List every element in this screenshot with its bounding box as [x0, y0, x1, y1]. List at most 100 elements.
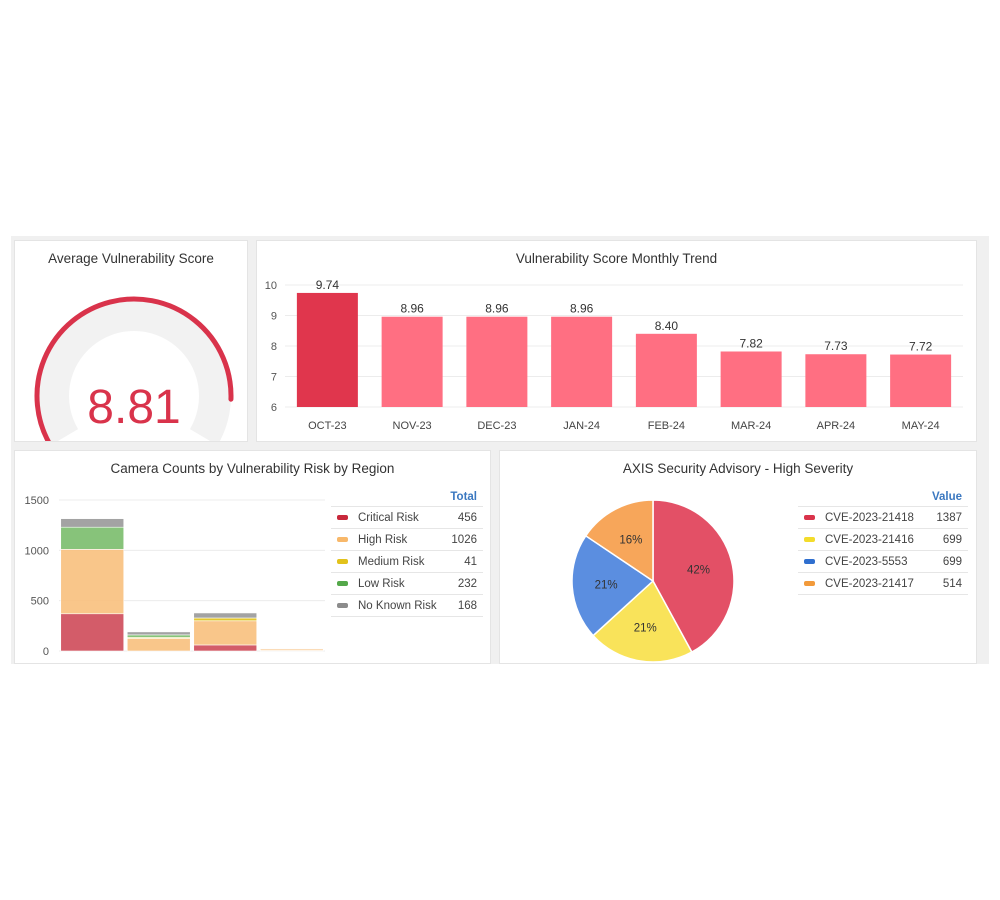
legend-swatch: [337, 603, 348, 608]
trend-data-label: 7.82: [739, 336, 763, 350]
region-legend-row[interactable]: Low Risk 232: [331, 573, 483, 595]
pie-slice[interactable]: [571, 534, 655, 637]
trend-data-label: 7.72: [909, 340, 933, 354]
region-bar-segment[interactable]: [60, 526, 125, 550]
trend-data-label: 8.96: [570, 302, 594, 316]
region-y-tick: 1000: [25, 545, 49, 557]
trend-bar[interactable]: [296, 292, 358, 407]
region-bar-segment[interactable]: [60, 518, 125, 528]
trend-bar[interactable]: [890, 354, 952, 407]
trend-data-label: 8.40: [655, 319, 679, 333]
region-y-tick: 1500: [25, 495, 49, 507]
legend-label: CVE-2023-5553: [825, 555, 908, 568]
gauge-value-arc: [34, 296, 234, 441]
legend-label: No Known Risk: [358, 599, 437, 612]
advisory-panel[interactable]: AXIS Security Advisory - High Severity 4…: [499, 450, 977, 664]
pie-slice[interactable]: [584, 499, 654, 583]
trend-data-label: 7.73: [824, 339, 848, 353]
legend-value: 699: [942, 533, 962, 546]
legend-swatch: [804, 581, 815, 586]
trend-x-tick: DEC-23: [477, 420, 516, 432]
legend-label: Medium Risk: [358, 555, 425, 568]
pie-pct-label: 21%: [634, 622, 657, 634]
region-legend-header: Total: [331, 487, 483, 507]
region-bar-segment[interactable]: [126, 638, 191, 652]
legend-swatch: [337, 537, 348, 542]
legend-value: 699: [942, 555, 962, 568]
trend-panel[interactable]: Vulnerability Score Monthly Trend 6 7 8 9 10…: [256, 240, 977, 442]
advisory-legend: Value CVE-2023-21418 1387 CVE-2023-21416 69…: [798, 487, 968, 595]
trend-data-label: 8.96: [400, 302, 424, 316]
trend-x-tick: NOV-23: [393, 420, 432, 432]
trend-y-tick: 7: [271, 372, 277, 384]
advisory-legend-row[interactable]: CVE-2023-21418 1387: [798, 507, 968, 529]
trend-data-label: 8.96: [485, 302, 509, 316]
legend-value: 514: [942, 577, 962, 590]
trend-x-tick: APR-24: [817, 420, 856, 432]
legend-label: Low Risk: [358, 577, 405, 590]
region-legend-row[interactable]: No Known Risk 168: [331, 595, 483, 617]
region-legend-row[interactable]: Medium Risk 41: [331, 551, 483, 573]
legend-swatch: [804, 559, 815, 564]
region-bar-segment[interactable]: [126, 631, 191, 636]
region-bar-segment[interactable]: [126, 634, 191, 638]
region-bar-segment[interactable]: [193, 617, 258, 622]
legend-swatch: [337, 515, 348, 520]
region-bar-segment[interactable]: [193, 612, 258, 619]
pie-slice[interactable]: [592, 579, 693, 663]
advisory-legend-row[interactable]: CVE-2023-21417 514: [798, 573, 968, 595]
region-bar-segment[interactable]: [60, 613, 125, 652]
trend-bar[interactable]: [551, 316, 613, 407]
legend-value: 1026: [451, 533, 477, 546]
region-bar-segment[interactable]: [193, 620, 258, 646]
legend-swatch: [804, 515, 815, 520]
trend-bar[interactable]: [466, 316, 528, 407]
trend-bar[interactable]: [635, 333, 697, 407]
region-title: Camera Counts by Vulnerability Risk by R…: [110, 461, 395, 476]
legend-label: CVE-2023-21418: [825, 511, 914, 524]
legend-value: 456: [457, 511, 477, 524]
region-legend-row[interactable]: High Risk 1026: [331, 529, 483, 551]
trend-x-tick: MAY-24: [902, 420, 940, 432]
advisory-legend-header: Value: [798, 487, 968, 507]
trend-y-tick: 6: [271, 402, 277, 414]
legend-value: 41: [464, 555, 477, 568]
gauge-title: Average Vulnerability Score: [48, 251, 214, 266]
trend-bar[interactable]: [381, 316, 443, 407]
trend-y-tick: 10: [265, 280, 277, 292]
pie-slice[interactable]: [652, 499, 735, 654]
region-bar-segment[interactable]: [60, 549, 125, 615]
legend-label: High Risk: [358, 533, 408, 546]
legend-swatch: [804, 537, 815, 542]
trend-data-label: 9.74: [316, 278, 340, 292]
region-y-tick: 500: [31, 596, 49, 608]
region-legend-row[interactable]: Critical Risk 456: [331, 507, 483, 529]
pie-pct-label: 21%: [595, 579, 618, 591]
region-panel[interactable]: Camera Counts by Vulnerability Risk by R…: [14, 450, 491, 664]
region-bar-segment[interactable]: [193, 644, 258, 652]
gauge-chart: 8.81: [34, 296, 234, 441]
legend-label: CVE-2023-21416: [825, 533, 914, 546]
advisory-title: AXIS Security Advisory - High Severity: [622, 461, 854, 476]
trend-bar[interactable]: [720, 351, 782, 407]
trend-chart: 6 7 8 9 10 9.74 OCT-23 8.96 NOV-23 8.96 DEC-23 8.96…: [265, 278, 963, 432]
advisory-pie-chart: 42% 21% 21% 16%: [571, 499, 735, 663]
advisory-legend-row[interactable]: CVE-2023-5553 699: [798, 551, 968, 573]
trend-bar[interactable]: [805, 354, 867, 407]
region-bar-segment[interactable]: [259, 647, 324, 649]
region-chart: 0 500 1000 1500: [25, 495, 325, 658]
trend-title: Vulnerability Score Monthly Trend: [515, 251, 718, 266]
gauge-track: [37, 299, 231, 441]
trend-x-tick: FEB-24: [648, 420, 685, 432]
gauge-panel[interactable]: Average Vulnerability Score 8.81: [14, 240, 248, 442]
legend-swatch: [337, 559, 348, 564]
advisory-legend-row[interactable]: CVE-2023-21416 699: [798, 529, 968, 551]
gauge-value: 8.81: [87, 381, 180, 434]
legend-value: 232: [457, 577, 477, 590]
trend-x-tick: JAN-24: [563, 420, 600, 432]
trend-x-tick: MAR-24: [731, 420, 771, 432]
trend-y-tick: 9: [271, 311, 277, 323]
legend-value: 168: [457, 599, 477, 612]
legend-swatch: [337, 581, 348, 586]
region-y-tick: 0: [43, 646, 49, 658]
